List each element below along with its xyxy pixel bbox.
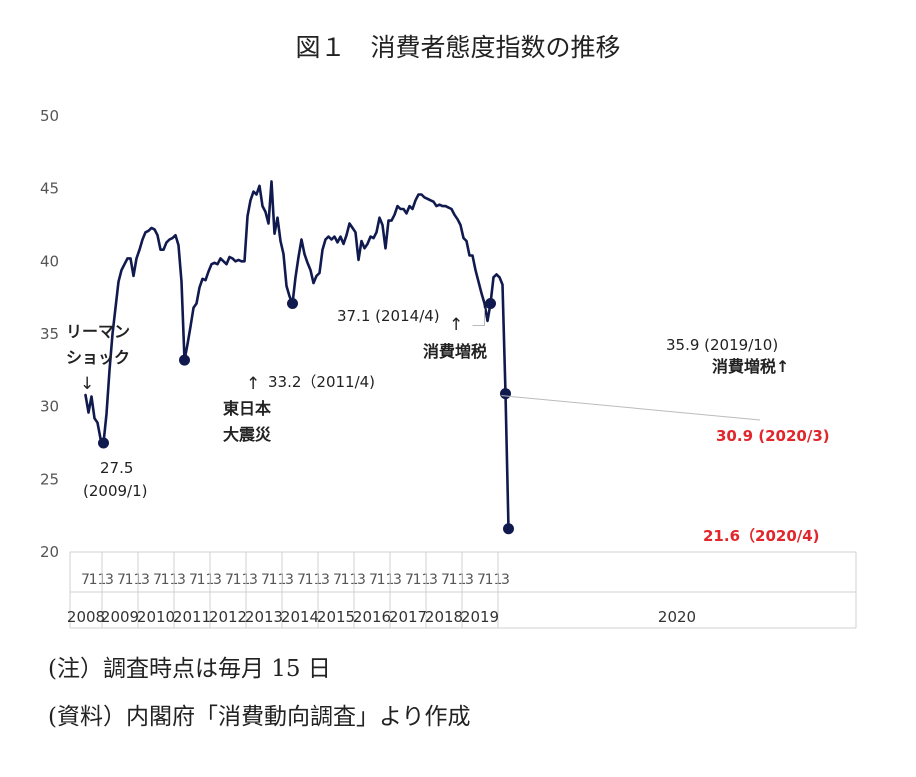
month-tick-label: 3 <box>465 572 474 588</box>
tax-2014-value: 37.1 (2014/4) <box>337 307 440 325</box>
year-label: 2011 <box>173 608 211 626</box>
data-series <box>84 180 510 531</box>
month-tick-label: 3 <box>105 572 114 588</box>
min-2009-marker <box>98 437 109 449</box>
month-tick-label: 7 <box>153 572 162 588</box>
month-tick-label: 7 <box>225 572 234 588</box>
lehman-arrow: ↓ <box>80 374 94 394</box>
month-tick-label: 7 <box>441 572 450 588</box>
lehman-label: ショック <box>66 348 130 367</box>
month-tick-label: 11 <box>89 572 107 588</box>
month-tick-label: 7 <box>81 572 90 588</box>
y-tick-label: 20 <box>40 543 59 561</box>
month-tick-label: 3 <box>213 572 222 588</box>
month-tick-label: 11 <box>233 572 251 588</box>
covid-march-label: 30.9 (2020/3) <box>716 427 830 445</box>
year-label: 2017 <box>389 608 427 626</box>
year-label: 2012 <box>209 608 247 626</box>
y-axis-ticks: 20 25 30 35 40 45 50 <box>40 107 59 561</box>
covid-march-marker <box>500 388 511 400</box>
min-2009-date: (2009/1) <box>83 482 147 500</box>
month-tick-label: 3 <box>141 572 150 588</box>
month-tick-label: 7 <box>333 572 342 588</box>
tax-2014-arrow: ↑ <box>449 315 463 335</box>
year-label: 2008 <box>67 608 105 626</box>
series-line <box>84 180 510 531</box>
y-tick-label: 50 <box>40 107 59 125</box>
year-label: 2016 <box>353 608 391 626</box>
year-label: 2014 <box>281 608 319 626</box>
y-tick-label: 45 <box>40 180 59 198</box>
year-label: 2018 <box>425 608 463 626</box>
month-tick-label: 11 <box>125 572 143 588</box>
y-tick-label: 25 <box>40 470 59 488</box>
year-label: 2009 <box>101 608 139 626</box>
year-label: 2019 <box>461 608 499 626</box>
month-tick-label: 3 <box>321 572 330 588</box>
year-label: 2015 <box>317 608 355 626</box>
month-tick-label: 11 <box>305 572 323 588</box>
year-label: 2013 <box>245 608 283 626</box>
footnote-note: (注）調査時点は毎月 15 日 <box>48 656 331 682</box>
month-tick-label: 11 <box>341 572 359 588</box>
tax-2019-marker <box>485 297 496 309</box>
tax-2019-label: 消費増税↑ <box>712 357 789 376</box>
month-tick-label: 11 <box>197 572 215 588</box>
quake-arrow: ↑ <box>246 374 260 394</box>
month-tick-label: 11 <box>161 572 179 588</box>
tax-2019-value: 35.9 (2019/10) <box>666 336 778 354</box>
month-tick-label: 3 <box>357 572 366 588</box>
month-tick-label: 3 <box>285 572 294 588</box>
month-tick-label: 3 <box>393 572 402 588</box>
tax-2014-marker <box>287 297 298 309</box>
quake-label: 大震災 <box>223 425 272 444</box>
lehman-label: リーマン <box>66 322 130 341</box>
quake-value: 33.2（2011/4) <box>268 373 375 391</box>
month-tick-label: 7 <box>405 572 414 588</box>
month-tick-label: 7 <box>117 572 126 588</box>
quake-marker <box>179 354 190 366</box>
covid-april-marker <box>503 523 514 535</box>
month-tick-label: 7 <box>369 572 378 588</box>
covid-april-label: 21.6（2020/4) <box>703 527 820 545</box>
tax-2019-leader <box>472 308 485 326</box>
footnote-source: (資料）内閣府「消費動向調査」より作成 <box>48 704 471 730</box>
month-tick-label: 11 <box>269 572 287 588</box>
y-tick-label: 30 <box>40 398 59 416</box>
month-tick-label: 3 <box>249 572 258 588</box>
month-tick-label: 11 <box>377 572 395 588</box>
y-tick-label: 40 <box>40 252 59 270</box>
month-tick-label: 11 <box>449 572 467 588</box>
chart-title: 図１ 消費者態度指数の推移 <box>295 33 621 62</box>
month-tick-label: 7 <box>261 572 270 588</box>
year-label: 2020 <box>658 608 696 626</box>
month-tick-label: 3 <box>501 572 510 588</box>
month-tick-label: 11 <box>485 572 503 588</box>
covid-march-leader <box>501 395 761 421</box>
tax-2014-label: 消費増税 <box>423 342 487 361</box>
month-tick-label: 3 <box>429 572 438 588</box>
year-label: 2010 <box>137 608 175 626</box>
month-tick-label: 7 <box>297 572 306 588</box>
month-tick-label: 3 <box>177 572 186 588</box>
quake-label: 東日本 <box>223 399 271 418</box>
month-tick-label: 7 <box>477 572 486 588</box>
month-tick-label: 7 <box>189 572 198 588</box>
min-2009-value: 27.5 <box>100 459 133 477</box>
y-tick-label: 35 <box>40 325 59 343</box>
month-tick-label: 11 <box>413 572 431 588</box>
